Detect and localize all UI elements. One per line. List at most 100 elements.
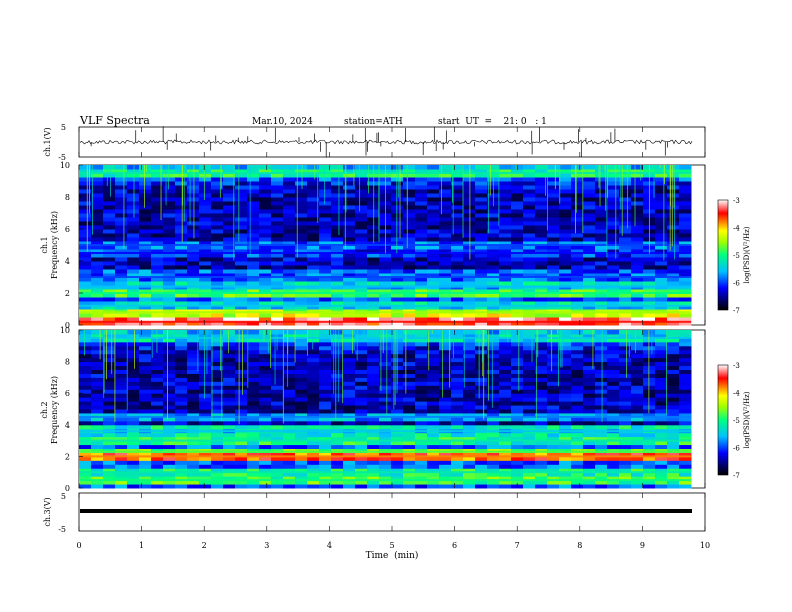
spectrogram-cell bbox=[439, 321, 452, 326]
spectrogram-cell bbox=[175, 365, 188, 370]
spectrogram-cell bbox=[151, 265, 164, 270]
spectrogram-cell bbox=[367, 405, 380, 410]
spectrogram-cell bbox=[247, 273, 260, 278]
spectrogram-cell bbox=[391, 484, 404, 489]
spectrogram-cell bbox=[79, 377, 92, 382]
spectrogram-cell bbox=[511, 361, 524, 367]
spectrogram-cell bbox=[583, 313, 596, 318]
spectrogram-cell bbox=[535, 385, 548, 390]
spectrogram-cell bbox=[523, 201, 536, 206]
spectrogram-cell bbox=[247, 452, 260, 457]
spectrogram-cell bbox=[391, 436, 404, 442]
spectrogram-cell bbox=[343, 381, 356, 386]
spectrogram-cell bbox=[523, 317, 536, 322]
spectrogram-cell bbox=[199, 265, 212, 270]
spectrogram-cell bbox=[475, 205, 488, 210]
spectrogram-cell bbox=[247, 301, 260, 306]
spectrogram-cell bbox=[415, 317, 428, 322]
spectrogram-cell bbox=[547, 241, 560, 246]
spectrogram-cell bbox=[559, 253, 572, 258]
spectrogram-cell bbox=[619, 432, 632, 438]
spectrogram-cell bbox=[295, 297, 308, 302]
spectrogram-cell bbox=[463, 393, 476, 398]
x-tick-label: 8 bbox=[577, 541, 582, 550]
spectrogram-cell bbox=[103, 289, 116, 294]
spectrogram-cell bbox=[367, 468, 380, 473]
spectrogram-cell bbox=[607, 233, 620, 238]
spectrogram-cell bbox=[463, 412, 476, 418]
spectrogram-cell bbox=[427, 213, 440, 218]
spectrogram-cell bbox=[307, 412, 320, 418]
spectrogram-cell bbox=[295, 377, 308, 382]
spectrogram-cell bbox=[523, 440, 536, 446]
spectrogram-cell bbox=[415, 333, 428, 339]
spectrogram-cell bbox=[211, 205, 224, 210]
spectrogram-cell bbox=[223, 452, 236, 457]
spectrogram-cell bbox=[475, 217, 488, 222]
spectrogram-cell bbox=[511, 221, 524, 226]
spectrogram-cell bbox=[655, 237, 668, 242]
spectrogram-cell bbox=[547, 460, 560, 465]
spectrogram-cell bbox=[103, 197, 116, 202]
spectrogram-cell bbox=[559, 476, 572, 481]
spectrogram-cell bbox=[139, 337, 152, 343]
spectrogram-cell bbox=[391, 301, 404, 306]
spectrogram-cell bbox=[211, 456, 224, 461]
spectrogram-cell bbox=[307, 357, 320, 363]
spectrogram-cell bbox=[127, 269, 140, 274]
spectrogram-cell bbox=[91, 189, 104, 194]
spectrogram-cell bbox=[571, 420, 584, 426]
spectrogram-cell bbox=[331, 209, 344, 214]
spectrogram-cell bbox=[175, 444, 188, 449]
spectrogram-cell bbox=[631, 217, 644, 222]
spectrogram-cell bbox=[547, 293, 560, 298]
spectrogram-cell bbox=[259, 169, 272, 174]
spectrogram-cell bbox=[355, 165, 368, 170]
spectrogram-cell bbox=[499, 456, 512, 461]
spectrogram-cell bbox=[427, 305, 440, 310]
spectrogram-cell bbox=[211, 209, 224, 214]
spectrogram-cell bbox=[175, 197, 188, 202]
spectrogram-cell bbox=[403, 389, 416, 394]
spectrogram-cell bbox=[415, 169, 428, 174]
spectrogram-cell bbox=[307, 373, 320, 378]
ch3-ylabel: ch.3(V) bbox=[43, 497, 52, 526]
spectrogram-cell bbox=[175, 229, 188, 234]
spectrogram-cell bbox=[511, 357, 524, 363]
spectrogram-cell bbox=[427, 353, 440, 359]
spectrogram-cell bbox=[103, 456, 116, 461]
spectrogram-cell bbox=[283, 381, 296, 386]
spectrogram-cell bbox=[523, 341, 536, 347]
spectrogram-cell bbox=[403, 361, 416, 367]
spectrogram-cell bbox=[91, 165, 104, 170]
spectrogram-cell bbox=[139, 321, 152, 326]
spectrogram-cell bbox=[187, 361, 200, 367]
spectrogram-cell bbox=[607, 436, 620, 442]
spectrogram-cell bbox=[439, 353, 452, 359]
spectrogram-cell bbox=[271, 169, 284, 174]
spectrogram-cell bbox=[415, 173, 428, 178]
spectrogram-cell bbox=[247, 397, 260, 402]
spectrogram-cell bbox=[79, 401, 92, 406]
spectrogram-cell bbox=[343, 233, 356, 238]
spectrogram-cell bbox=[451, 213, 464, 218]
spectrogram-cell bbox=[319, 460, 332, 465]
spectrogram-cell bbox=[427, 405, 440, 410]
spectrogram-cell bbox=[559, 349, 572, 355]
spectrogram-cell bbox=[667, 297, 680, 302]
spectrogram-cell bbox=[511, 201, 524, 206]
spectrogram-cell bbox=[511, 420, 524, 426]
spectrogram-cell bbox=[247, 185, 260, 190]
spectrogram-cell bbox=[403, 484, 416, 489]
spectrogram-cell bbox=[151, 440, 164, 446]
spectrogram-cell bbox=[655, 401, 668, 406]
spectrogram-cell bbox=[211, 436, 224, 442]
spectrogram-cell bbox=[523, 330, 536, 335]
spectrogram-cell bbox=[259, 173, 272, 178]
spectrogram-cell bbox=[247, 257, 260, 262]
spectrogram-cell bbox=[487, 333, 500, 339]
x-tick-label: 2 bbox=[202, 541, 207, 550]
spectrogram-cell bbox=[367, 173, 380, 178]
spectrogram-cell bbox=[619, 301, 632, 306]
spectrogram-cell bbox=[487, 269, 500, 274]
